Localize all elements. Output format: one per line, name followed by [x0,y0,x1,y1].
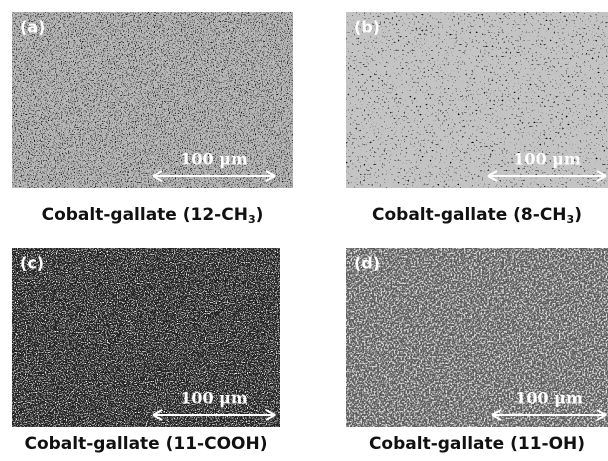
caption: Cobalt-gallate (12-CH3) [12,205,293,226]
caption-part: ) [574,205,582,225]
image: (b) 100 μm [346,12,608,188]
panel-label: (d) [354,254,380,273]
caption-part: Cobalt-gallate (8-CH [372,205,567,225]
image: (a) 100 μm [12,12,293,188]
caption: Cobalt-gallate (11-OH) [346,434,608,454]
caption-part: ) [256,205,264,225]
caption-part: Cobalt-gallate (11-OH) [369,434,585,454]
caption-part: 3 [248,213,256,226]
panel-label: (c) [20,254,44,273]
caption-part: Cobalt-gallate (11-COOH) [24,434,267,454]
scale-label: 100 μm [515,389,583,408]
scale-label: 100 μm [180,389,248,408]
panel-label: (a) [20,18,45,37]
micrograph: (d) 100 μm [346,248,608,427]
scale-label: 100 μm [513,150,581,169]
micrograph: (c) 100 μm [12,248,280,427]
figure: (a) 100 μm Cobalt-gallate (12-CH3) (b) 100 μ… [0,0,608,461]
image: (d) 100 μm [346,248,608,427]
micrograph: (b) 100 μm [346,12,608,188]
image-texture [12,12,293,188]
caption-part: Cobalt-gallate (12-CH [42,205,248,225]
image: (c) 100 μm [12,248,280,427]
panel-label: (b) [354,18,380,37]
scale-label: 100 μm [180,150,248,169]
micrograph: (a) 100 μm [12,12,293,188]
caption: Cobalt-gallate (8-CH3) [346,205,608,226]
caption: Cobalt-gallate (11-COOH) [12,434,280,454]
